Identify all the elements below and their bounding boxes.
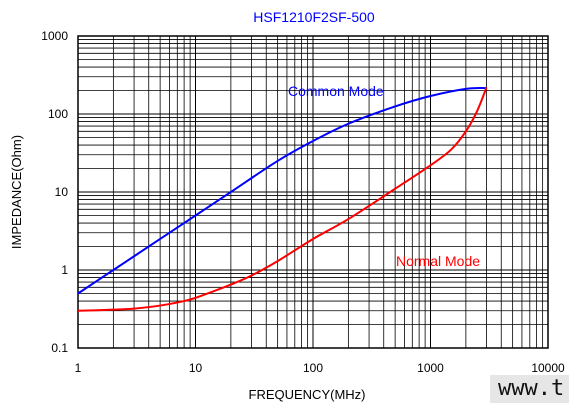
x-axis-label: FREQUENCY(MHz): [249, 387, 366, 402]
y-tick-label: 0.1: [51, 341, 68, 355]
normal-mode-curve: [77, 86, 488, 312]
x-tick-label: 1000: [417, 361, 444, 375]
y-axis-label: IMPEDANCE(Ohm): [9, 135, 24, 249]
y-tick-label: 10: [55, 185, 69, 199]
plot-frame: [77, 35, 549, 349]
normal-mode-label: Normal Mode: [396, 253, 480, 269]
y-tick-labels: 0.1 1 10 100 1000: [41, 29, 68, 355]
common-mode-curve: [77, 87, 487, 295]
series-group: [77, 86, 488, 312]
x-tick-label: 10: [189, 361, 203, 375]
x-tick-label: 1: [75, 361, 82, 375]
x-tick-labels: 1 10 100 1000 10000: [75, 361, 565, 375]
y-tick-label: 1000: [41, 29, 68, 43]
y-tick-label: 1: [61, 263, 68, 277]
watermark-text: www.t: [490, 375, 569, 403]
chart-title: HSF1210F2SF-500: [253, 9, 375, 25]
y-tick-label: 100: [48, 107, 68, 121]
plot-grid: [77, 36, 548, 349]
x-tick-label: 100: [303, 361, 323, 375]
x-tick-label: 10000: [531, 361, 565, 375]
common-mode-label: Common Mode: [288, 83, 384, 99]
